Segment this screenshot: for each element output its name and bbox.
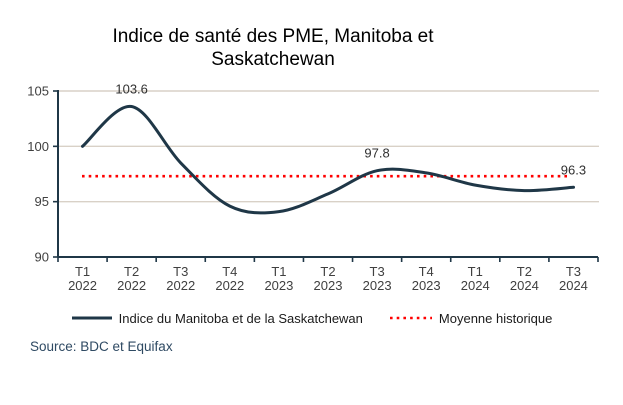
x-axis-label-quarter: T3 — [566, 264, 581, 279]
legend-dotted-swatch-icon — [389, 316, 432, 320]
x-axis-label-year: 2024 — [461, 278, 490, 293]
chart-title: Indice de santé des PME, Manitoba et Sas… — [58, 25, 488, 71]
y-axis-label: 105 — [27, 84, 49, 99]
x-axis-label-quarter: T4 — [419, 264, 434, 279]
y-axis-label: 95 — [35, 194, 49, 209]
x-axis-label-year: 2023 — [264, 278, 293, 293]
x-axis-label-year: 2024 — [510, 278, 539, 293]
index-series-line — [81, 104, 575, 215]
x-axis-label-quarter: T2 — [320, 264, 335, 279]
legend-item-index: Indice du Manitoba et de la Saskatchewan — [71, 311, 363, 326]
chart-legend: Indice du Manitoba et de la Saskatchewan… — [0, 306, 623, 330]
x-axis-label-quarter: T4 — [222, 264, 237, 279]
x-axis-label-quarter: T1 — [271, 264, 286, 279]
chart-title-line2: Saskatchewan — [211, 49, 335, 70]
x-axis-label-quarter: T1 — [75, 264, 90, 279]
x-axis-label-year: 2022 — [215, 278, 244, 293]
x-axis-label-year: 2022 — [117, 278, 146, 293]
chart-title-line1: Indice de santé des PME, Manitoba et — [112, 26, 434, 47]
legend-item-average: Moyenne historique — [389, 311, 552, 326]
legend-line-swatch-icon — [71, 316, 112, 320]
legend-label-average: Moyenne historique — [438, 310, 553, 326]
x-axis-label-quarter: T2 — [124, 264, 139, 279]
y-axis-label: 90 — [35, 250, 49, 265]
x-axis-label-year: 2023 — [412, 278, 441, 293]
legend-label-index: Indice du Manitoba et de la Saskatchewan — [118, 310, 363, 326]
data-label: 103.6 — [115, 81, 148, 96]
x-axis-label-year: 2022 — [166, 278, 195, 293]
x-axis-label-year: 2024 — [559, 278, 588, 293]
data-label: 97.8 — [364, 146, 389, 161]
x-axis-label-year: 2023 — [314, 278, 343, 293]
data-label: 96.3 — [561, 162, 586, 177]
x-axis-label-quarter: T3 — [370, 264, 385, 279]
x-axis-label-quarter: T1 — [468, 264, 483, 279]
x-axis-label-quarter: T2 — [517, 264, 532, 279]
x-axis-label-year: 2023 — [363, 278, 392, 293]
source-note: Source: BDC et Equifax — [30, 339, 173, 354]
x-axis-label-quarter: T3 — [173, 264, 188, 279]
line-chart-plot: 9095100105T12022T22022T32022T42022T12023… — [27, 81, 599, 293]
x-axis-label-year: 2022 — [68, 278, 97, 293]
y-axis-label: 100 — [27, 139, 49, 154]
